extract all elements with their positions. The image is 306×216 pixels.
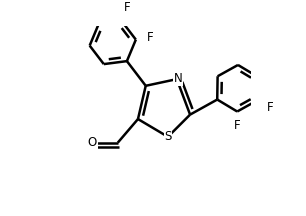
Text: F: F xyxy=(267,101,273,114)
Text: F: F xyxy=(147,31,153,44)
Text: S: S xyxy=(164,130,172,143)
Text: F: F xyxy=(234,119,240,132)
Text: F: F xyxy=(124,1,131,14)
Text: N: N xyxy=(174,72,183,85)
Text: O: O xyxy=(88,136,97,149)
